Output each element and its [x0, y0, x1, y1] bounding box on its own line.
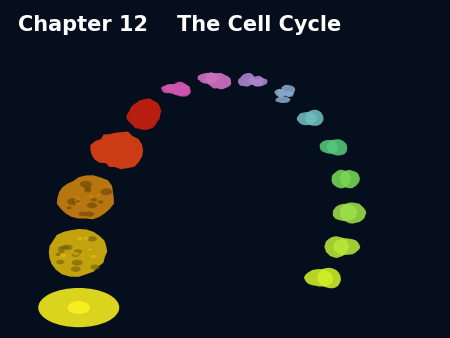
Ellipse shape [84, 186, 91, 190]
Ellipse shape [59, 254, 67, 258]
Polygon shape [332, 170, 351, 189]
Polygon shape [198, 73, 220, 84]
Ellipse shape [72, 199, 78, 202]
Polygon shape [305, 110, 324, 126]
Ellipse shape [90, 264, 100, 270]
Polygon shape [161, 84, 183, 94]
Ellipse shape [98, 200, 104, 203]
Ellipse shape [56, 260, 64, 264]
Ellipse shape [75, 202, 80, 205]
Polygon shape [252, 78, 267, 87]
Ellipse shape [89, 195, 93, 197]
Ellipse shape [58, 246, 65, 250]
Polygon shape [126, 98, 161, 130]
Ellipse shape [96, 194, 100, 196]
Ellipse shape [68, 301, 90, 314]
Ellipse shape [72, 252, 80, 257]
Ellipse shape [90, 255, 96, 258]
Ellipse shape [55, 253, 61, 256]
Ellipse shape [100, 188, 112, 195]
Ellipse shape [61, 245, 69, 250]
Ellipse shape [80, 181, 92, 188]
Ellipse shape [58, 249, 65, 253]
Polygon shape [274, 89, 286, 98]
Polygon shape [340, 170, 360, 188]
Polygon shape [205, 72, 216, 84]
Ellipse shape [72, 260, 82, 266]
Polygon shape [238, 73, 255, 87]
Polygon shape [317, 268, 341, 288]
Polygon shape [327, 139, 347, 155]
Polygon shape [320, 140, 338, 154]
Polygon shape [286, 91, 293, 97]
Ellipse shape [73, 252, 79, 256]
Polygon shape [171, 84, 190, 95]
Ellipse shape [85, 212, 94, 217]
Polygon shape [277, 89, 285, 97]
Polygon shape [333, 238, 360, 255]
Ellipse shape [88, 236, 97, 242]
Polygon shape [282, 85, 295, 97]
Text: Chapter 12    The Cell Cycle: Chapter 12 The Cell Cycle [18, 15, 341, 35]
Ellipse shape [79, 212, 87, 216]
Ellipse shape [67, 207, 72, 209]
Ellipse shape [84, 189, 91, 193]
Ellipse shape [87, 202, 97, 208]
Ellipse shape [71, 266, 81, 272]
Polygon shape [297, 112, 317, 125]
Polygon shape [49, 229, 107, 277]
Polygon shape [324, 236, 349, 258]
Polygon shape [170, 82, 191, 97]
Polygon shape [304, 269, 333, 287]
Ellipse shape [73, 196, 77, 198]
Ellipse shape [91, 198, 97, 201]
Polygon shape [248, 76, 264, 87]
Polygon shape [340, 202, 366, 223]
Polygon shape [275, 96, 290, 103]
Polygon shape [207, 73, 231, 89]
Polygon shape [90, 131, 143, 169]
Polygon shape [333, 204, 357, 221]
Ellipse shape [38, 288, 119, 327]
Ellipse shape [76, 198, 80, 200]
Ellipse shape [84, 237, 89, 240]
Polygon shape [176, 86, 187, 95]
Ellipse shape [67, 198, 80, 205]
Ellipse shape [88, 248, 92, 250]
Ellipse shape [77, 237, 83, 240]
Polygon shape [57, 175, 114, 219]
Ellipse shape [73, 199, 78, 202]
Ellipse shape [74, 249, 82, 254]
Polygon shape [164, 84, 183, 93]
Ellipse shape [63, 245, 72, 250]
